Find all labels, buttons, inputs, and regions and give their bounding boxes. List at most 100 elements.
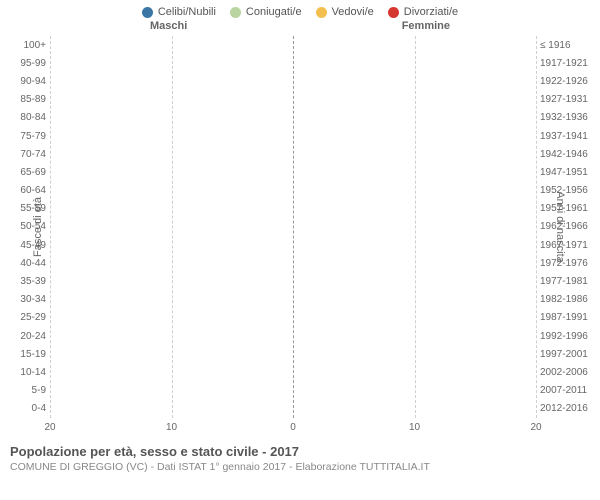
age-label: 25-29 [0, 312, 46, 323]
legend-item: Divorziati/e [388, 6, 458, 18]
legend-swatch [388, 7, 399, 18]
bar-container [50, 310, 536, 326]
birth-year-label: 2002-2006 [540, 367, 600, 378]
column-headers: Maschi Femmine [0, 20, 600, 36]
bar-container [50, 164, 536, 180]
x-tick-label: 0 [290, 422, 296, 433]
bar-container [50, 55, 536, 71]
bar-container [50, 346, 536, 362]
birth-year-label: 1997-2001 [540, 349, 600, 360]
age-row: 55-591957-1961 [0, 200, 600, 218]
age-label: 60-64 [0, 185, 46, 196]
age-row: 35-39 1977-1981 [0, 272, 600, 290]
age-label: 20-24 [0, 331, 46, 342]
age-row: 80-841932-1936 [0, 109, 600, 127]
age-label: 10-14 [0, 367, 46, 378]
birth-year-label: 1977-1981 [540, 276, 600, 287]
x-tick-label: 10 [166, 422, 177, 433]
age-row: 25-29 1987-1991 [0, 309, 600, 327]
x-ticks: 201001020 [50, 418, 536, 440]
birth-year-label: 1932-1936 [540, 112, 600, 123]
bar-container [50, 292, 536, 308]
bar-container [50, 273, 536, 289]
bar-container [50, 37, 536, 53]
birth-year-label: 1972-1976 [540, 258, 600, 269]
age-row: 15-19 1997-2001 [0, 345, 600, 363]
age-row: 90-94 1922-1926 [0, 72, 600, 90]
bar-container [50, 364, 536, 380]
legend-swatch [316, 7, 327, 18]
age-row: 60-64 1952-1956 [0, 182, 600, 200]
header-female: Femmine [402, 20, 450, 32]
bar-container [50, 328, 536, 344]
age-row: 95-99 1917-1921 [0, 54, 600, 72]
bar-container [50, 401, 536, 417]
age-label: 35-39 [0, 276, 46, 287]
birth-year-label: 1942-1946 [540, 149, 600, 160]
age-row: 5-9 2007-2011 [0, 382, 600, 400]
age-row: 75-791937-1941 [0, 127, 600, 145]
birth-year-label: 1987-1991 [540, 312, 600, 323]
age-label: 30-34 [0, 294, 46, 305]
age-label: 50-54 [0, 221, 46, 232]
age-row: 70-741942-1946 [0, 145, 600, 163]
legend-item: Vedovi/e [316, 6, 374, 18]
legend-label: Celibi/Nubili [158, 6, 216, 18]
birth-year-label: 2007-2011 [540, 385, 600, 396]
age-label: 65-69 [0, 167, 46, 178]
legend-label: Divorziati/e [404, 6, 458, 18]
legend-label: Vedovi/e [332, 6, 374, 18]
bar-container [50, 92, 536, 108]
header-male: Maschi [150, 20, 187, 32]
x-tick-label: 20 [530, 422, 541, 433]
age-row: 30-34 1982-1986 [0, 291, 600, 309]
age-label: 95-99 [0, 58, 46, 69]
birth-year-label: 1982-1986 [540, 294, 600, 305]
age-label: 40-44 [0, 258, 46, 269]
birth-year-label: 1967-1971 [540, 240, 600, 251]
pyramid-chart: Celibi/Nubili Coniugati/e Vedovi/e Divorzia… [0, 0, 600, 500]
bar-container [50, 255, 536, 271]
bar-container [50, 128, 536, 144]
age-label: 45-49 [0, 240, 46, 251]
x-tick-label: 20 [44, 422, 55, 433]
age-row: 40-44 1972-1976 [0, 254, 600, 272]
birth-year-label: 1952-1956 [540, 185, 600, 196]
birth-year-label: 1962-1966 [540, 221, 600, 232]
bar-container [50, 383, 536, 399]
plot-area: Fasce di età Anni di nascita 100+≤ 19169… [0, 36, 600, 418]
age-label: 0-4 [0, 403, 46, 414]
age-row: 10-14 2002-2006 [0, 363, 600, 381]
birth-year-label: 1922-1926 [540, 76, 600, 87]
age-row: 20-24 1992-1996 [0, 327, 600, 345]
birth-year-label: 1927-1931 [540, 94, 600, 105]
bar-container [50, 110, 536, 126]
chart-title: Popolazione per età, sesso e stato civil… [10, 444, 590, 459]
birth-year-label: 1917-1921 [540, 58, 600, 69]
chart-footer: Popolazione per età, sesso e stato civil… [0, 440, 600, 473]
bar-container [50, 183, 536, 199]
x-axis: 201001020 [0, 418, 600, 440]
age-label: 90-94 [0, 76, 46, 87]
birth-year-label: 1992-1996 [540, 331, 600, 342]
legend-swatch [142, 7, 153, 18]
age-row: 0-4 2012-2016 [0, 400, 600, 418]
age-label: 5-9 [0, 385, 46, 396]
legend-item: Coniugati/e [230, 6, 302, 18]
age-label: 85-89 [0, 94, 46, 105]
birth-year-label: 2012-2016 [540, 403, 600, 414]
age-row: 45-49 1967-1971 [0, 236, 600, 254]
age-row: 50-54 1962-1966 [0, 218, 600, 236]
bar-container [50, 146, 536, 162]
bar-container [50, 73, 536, 89]
birth-year-label: 1937-1941 [540, 131, 600, 142]
legend-swatch [230, 7, 241, 18]
age-row: 85-89 1927-1931 [0, 91, 600, 109]
bar-container [50, 237, 536, 253]
birth-year-label: ≤ 1916 [540, 40, 600, 51]
age-row: 100+≤ 1916 [0, 36, 600, 54]
age-label: 15-19 [0, 349, 46, 360]
legend-item: Celibi/Nubili [142, 6, 216, 18]
bar-container [50, 219, 536, 235]
chart-subtitle: COMUNE DI GREGGIO (VC) - Dati ISTAT 1° g… [10, 461, 590, 473]
